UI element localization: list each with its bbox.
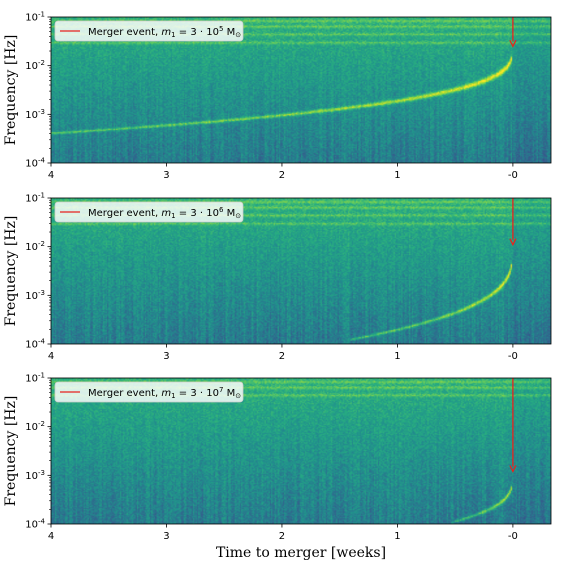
legend-box: [54, 381, 244, 403]
legend: Merger event, m1 = 3 · 106 M⊙: [54, 201, 244, 223]
y-axis-label: Frequency [Hz]: [3, 216, 19, 327]
x-tick-label: 1: [394, 531, 400, 542]
x-tick-label: 3: [163, 170, 169, 181]
panel-3: Merger event, m1 = 3 · 107 M⊙ 4 3 2 1 -0 10-4 1…: [3, 372, 552, 561]
legend: Merger event, m1 = 3 · 107 M⊙: [54, 381, 244, 403]
legend-box: [54, 201, 244, 223]
y-tick-label: 10-2: [25, 420, 45, 433]
y-tick-label: 10-4: [25, 157, 45, 170]
legend-label: Merger event, m1 = 3 · 107 M⊙: [88, 386, 241, 400]
y-tick-label: 10-2: [25, 59, 45, 72]
y-axis-label: Frequency [Hz]: [3, 396, 19, 507]
merger-arrow-head: [509, 238, 517, 247]
x-tick-label: -0: [508, 351, 518, 362]
x-tick-label: 3: [163, 351, 169, 362]
x-tick-label: 4: [48, 170, 54, 181]
legend-box: [54, 20, 244, 42]
x-tick-label: 2: [279, 170, 285, 181]
x-axis-label: Time to merger [weeks]: [216, 545, 386, 561]
y-axis-label: Frequency [Hz]: [3, 35, 19, 146]
x-tick-label: 4: [48, 351, 54, 362]
axes-frame: [50, 197, 552, 345]
y-tick-label: 10-1: [25, 372, 45, 385]
axes-frame: [50, 16, 552, 164]
merger-arrow-head: [509, 465, 517, 473]
x-tick-label: -0: [508, 531, 518, 542]
x-tick-label: -0: [508, 170, 518, 181]
legend-label: Merger event, m1 = 3 · 106 M⊙: [88, 206, 241, 220]
x-tick-label: 3: [163, 531, 169, 542]
merger-arrow-head: [509, 40, 517, 48]
x-tick-label: 2: [279, 351, 285, 362]
y-tick-label: 10-3: [25, 469, 45, 482]
y-tick-label: 10-1: [25, 192, 45, 205]
x-tick-label: 4: [48, 531, 54, 542]
legend: Merger event, m1 = 3 · 105 M⊙: [54, 20, 244, 42]
y-tick-label: 10-3: [25, 108, 45, 121]
panel-2: Merger event, m1 = 3 · 106 M⊙ 4 3 2 1 -0 10-4 1…: [3, 192, 552, 362]
x-tick-label: 1: [394, 170, 400, 181]
panel-1: Merger event, m1 = 3 · 105 M⊙ 4 3 2 1 -0 10-4 1…: [3, 11, 552, 181]
x-tick-label: 2: [279, 531, 285, 542]
y-tick-label: 10-2: [25, 240, 45, 253]
y-tick-label: 10-4: [25, 518, 45, 531]
legend-label: Merger event, m1 = 3 · 105 M⊙: [88, 25, 241, 39]
axes-frame: [50, 377, 552, 525]
y-tick-label: 10-4: [25, 338, 45, 351]
y-tick-label: 10-1: [25, 11, 45, 24]
y-tick-label: 10-3: [25, 289, 45, 302]
x-tick-label: 1: [394, 351, 400, 362]
